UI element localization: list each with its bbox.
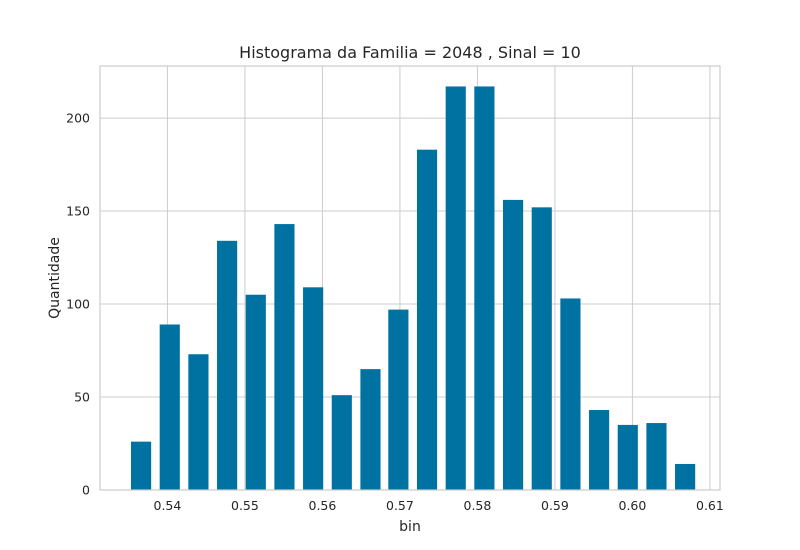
histogram-bar	[188, 354, 209, 490]
ticks-layer: 0.54 0.55 0.56 0.57 0.58 0.59 0.60 0.61 0 50 100 15…	[66, 111, 724, 513]
y-tick-label: 200	[66, 111, 90, 126]
y-tick-label: 0	[82, 483, 90, 498]
histogram-bar	[445, 86, 466, 490]
histogram-bar	[159, 324, 180, 490]
y-tick-label: 150	[66, 204, 90, 219]
histogram-bar	[331, 395, 352, 490]
histogram-bar	[274, 224, 295, 490]
x-tick-label: 0.54	[154, 498, 182, 513]
y-axis-label: Quantidade	[47, 237, 63, 319]
y-tick-label: 100	[66, 297, 90, 312]
histogram-bar	[503, 199, 524, 491]
y-tick-label: 50	[74, 390, 90, 405]
x-tick-label: 0.59	[541, 498, 569, 513]
x-tick-label: 0.56	[309, 498, 337, 513]
bars-layer	[131, 86, 696, 491]
histogram-bar	[131, 441, 152, 490]
x-tick-label: 0.58	[464, 498, 492, 513]
histogram-bar	[589, 410, 610, 490]
x-tick-label: 0.61	[696, 498, 724, 513]
histogram-bar	[245, 294, 266, 490]
histogram-bar	[617, 424, 638, 490]
histogram-bar	[416, 149, 438, 490]
x-axis-label: bin	[399, 519, 421, 535]
plot-frame	[99, 65, 721, 491]
chart-title: Histograma da Familia = 2048 , Sinal = 1…	[239, 43, 581, 62]
x-tick-label: 0.57	[386, 498, 414, 513]
histogram-bar	[675, 463, 696, 490]
x-tick-label: 0.55	[231, 498, 259, 513]
histogram-bar	[560, 298, 581, 490]
spines-layer	[99, 65, 721, 491]
histogram-bar	[646, 423, 667, 490]
histogram-bar	[388, 309, 409, 490]
histogram-bar	[360, 369, 381, 490]
histogram-bar	[474, 86, 495, 490]
histogram-bar	[531, 207, 552, 491]
histogram-bar	[303, 287, 324, 490]
x-tick-label: 0.60	[619, 498, 647, 513]
histogram-bar	[217, 240, 238, 490]
